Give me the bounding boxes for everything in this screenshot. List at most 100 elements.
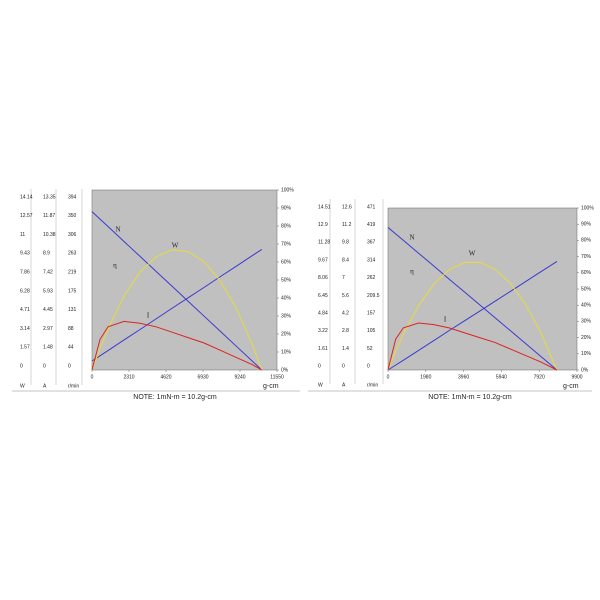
series-label: N	[409, 234, 414, 242]
x-tick-label: 5940	[496, 374, 507, 380]
y2-tick-label: 80%	[281, 223, 292, 229]
table-cell: 5.93	[43, 288, 53, 294]
y2-tick-label: 80%	[581, 238, 592, 244]
series-label: η	[113, 262, 117, 270]
table-cell: 131	[68, 307, 77, 313]
table-cell: 367	[367, 240, 376, 246]
x-tick-label: 3960	[458, 374, 469, 380]
table-cell: 1.57	[20, 345, 30, 351]
table-cell: 6.45	[318, 293, 328, 299]
table-cell: 0	[68, 364, 71, 370]
table-cell: 3.14	[20, 326, 30, 332]
table-cell: 394	[68, 194, 77, 200]
x-tick-label: 9240	[234, 374, 245, 380]
series-label: N	[115, 226, 120, 234]
table-cell: 12.9	[318, 222, 328, 228]
table-cell: 262	[367, 275, 376, 281]
y2-tick-label: 90%	[281, 205, 292, 211]
y2-tick-label: 50%	[581, 286, 592, 292]
y2-tick-label: 10%	[581, 351, 592, 357]
x-tick-label: 1980	[420, 374, 431, 380]
table-cell: 3.22	[318, 328, 328, 334]
series-line	[387, 261, 558, 371]
series-label: W	[469, 250, 476, 258]
y2-tick-label: 0%	[581, 367, 589, 373]
table-cell: 8.4	[342, 257, 349, 263]
y2-tick-label: 100%	[581, 205, 594, 211]
table-header: A	[342, 382, 346, 388]
table-cell: 0	[20, 364, 23, 370]
y2-tick-label: 0%	[281, 367, 289, 373]
series-line	[91, 320, 263, 371]
table-cell: 471	[367, 204, 376, 210]
table-cell: 0	[367, 364, 370, 370]
x-tick-label: 2310	[123, 374, 134, 380]
table-cell: 1.4	[342, 346, 349, 352]
table-cell: 1.61	[318, 346, 328, 352]
table-cell: 0	[342, 364, 345, 370]
series-line	[91, 249, 263, 371]
x-tick-label: 0	[91, 374, 94, 380]
table-cell: 219	[68, 270, 77, 276]
table-cell: 4.71	[20, 307, 30, 313]
series-line	[91, 248, 263, 362]
x-axis-label: g-cm	[563, 383, 579, 390]
table-cell: 12.6	[342, 204, 352, 210]
table-cell: 175	[68, 288, 77, 294]
table-cell: 6.28	[20, 288, 30, 294]
table-cell: 12.57	[20, 213, 33, 219]
plot-area	[91, 189, 278, 371]
table-header: A	[43, 383, 47, 389]
table-cell: 44	[68, 345, 74, 351]
table-header: r/min	[367, 382, 378, 388]
table-cell: 306	[68, 232, 77, 238]
x-tick-label: 6930	[197, 374, 208, 380]
table-cell: 11	[20, 232, 25, 238]
y2-tick-label: 10%	[281, 349, 292, 355]
table-cell: 4.45	[43, 307, 53, 313]
table-cell: 105	[367, 328, 376, 334]
table-cell: 11.28	[318, 240, 330, 246]
y2-tick-label: 70%	[281, 241, 292, 247]
table-cell: 13.35	[43, 194, 56, 200]
table-cell: 0	[43, 364, 46, 370]
table-cell: 9.67	[318, 257, 328, 263]
table-cell: 4.84	[318, 311, 328, 317]
table-cell: 350	[68, 213, 77, 219]
table-cell: 7.86	[20, 270, 30, 276]
table-cell: 9.43	[20, 251, 30, 257]
table-cell: 5.6	[342, 293, 349, 299]
series-line	[91, 211, 263, 371]
table-cell: 314	[367, 257, 376, 263]
series-label: η	[410, 268, 414, 276]
table-header: r/min	[68, 383, 79, 389]
table-cell: 209.5	[367, 293, 380, 299]
y2-tick-label: 70%	[581, 254, 592, 260]
x-tick-label: 4620	[160, 374, 171, 380]
series-label: W	[172, 242, 179, 250]
y2-tick-label: 50%	[281, 277, 292, 283]
table-cell: 11.2	[342, 222, 352, 228]
table-cell: 8.06	[318, 275, 328, 281]
y2-tick-label: 40%	[581, 303, 592, 309]
table-cell: 7	[342, 275, 345, 281]
series-label: I	[147, 312, 150, 320]
table-cell: 14.14	[20, 194, 33, 200]
y2-tick-label: 90%	[581, 222, 592, 228]
y2-tick-label: 20%	[581, 335, 592, 341]
y2-tick-label: 60%	[281, 259, 292, 265]
table-cell: 263	[68, 251, 77, 257]
x-tick-label: 7920	[534, 374, 545, 380]
x-tick-label: 9900	[571, 374, 582, 380]
table-cell: 10.38	[43, 232, 56, 238]
table-cell: 157	[367, 311, 376, 317]
series-line	[387, 322, 558, 371]
table-cell: 11.87	[43, 213, 55, 219]
table-header: W	[318, 382, 323, 388]
table-cell: 88	[68, 326, 74, 332]
y2-tick-label: 100%	[281, 187, 294, 193]
note: NOTE: 1mN-m = 10.2g-cm	[133, 394, 217, 401]
x-axis-label: g-cm	[263, 383, 279, 390]
table-cell: 419	[367, 222, 376, 228]
